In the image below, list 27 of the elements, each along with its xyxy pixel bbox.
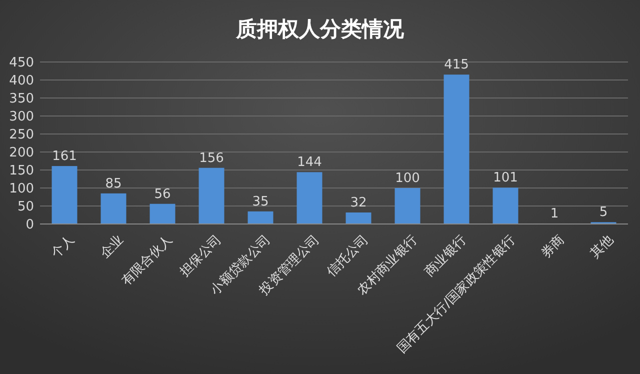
y-tick-label: 100 <box>9 182 34 196</box>
x-tick-label: 企业 <box>98 232 127 262</box>
y-tick-label: 300 <box>9 110 34 124</box>
y-tick-label: 250 <box>9 128 34 142</box>
y-tick-label: 350 <box>9 92 34 106</box>
data-label: 56 <box>154 186 171 202</box>
data-label: 101 <box>493 170 518 186</box>
data-label: 5 <box>599 205 608 220</box>
x-tick-label: 券商 <box>538 232 568 262</box>
data-label: 156 <box>199 150 224 166</box>
data-label: 85 <box>105 176 122 192</box>
y-tick-label: 50 <box>17 200 34 214</box>
data-label: 144 <box>297 155 322 170</box>
y-tick-label: 0 <box>26 218 34 232</box>
data-label: 161 <box>52 149 77 164</box>
data-label: 35 <box>252 194 269 210</box>
chart-title: 质押权人分类情况 <box>235 17 405 41</box>
y-tick-label: 200 <box>9 146 34 160</box>
y-tick-label: 400 <box>9 74 34 88</box>
data-label: 100 <box>395 171 420 186</box>
data-label: 32 <box>350 195 367 210</box>
y-tick-label: 450 <box>9 56 34 70</box>
data-label: 1 <box>550 206 559 222</box>
x-tick-label: 其他 <box>588 232 617 262</box>
x-tick-label: 个人 <box>48 232 78 262</box>
data-label: 415 <box>444 58 469 73</box>
y-tick-label: 150 <box>9 164 34 178</box>
